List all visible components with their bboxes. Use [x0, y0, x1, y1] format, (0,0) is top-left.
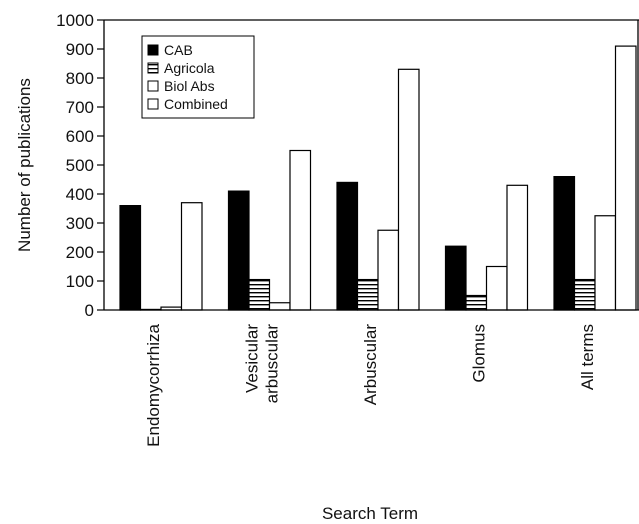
bar-cab	[553, 176, 576, 311]
bar-combined	[180, 202, 203, 311]
y-tick-label: 900	[66, 40, 94, 59]
x-category-label: Endomycorrhiza	[144, 323, 163, 446]
y-tick-label: 300	[66, 214, 94, 233]
y-tick-label: 0	[85, 301, 94, 320]
legend-swatch	[147, 44, 159, 56]
bar-biol-abs	[268, 302, 291, 311]
bar-agricola	[356, 278, 379, 311]
legend-label: Biol Abs	[164, 78, 215, 94]
legend-swatch	[147, 62, 159, 74]
bar-biol-abs	[485, 265, 508, 311]
bar-agricola	[573, 278, 596, 311]
legend-swatch	[147, 98, 159, 110]
bar-combined	[397, 68, 420, 311]
y-tick-label: 100	[66, 272, 94, 291]
x-axis-title: Search Term	[322, 504, 418, 523]
x-category-label-line: Vesicular	[243, 324, 262, 393]
legend-swatch	[147, 80, 159, 92]
y-tick-label: 400	[66, 185, 94, 204]
y-axis-ticks: 0 100 200 300 400 500 600 700 800 900 1000	[56, 11, 104, 320]
y-tick-label: 500	[66, 156, 94, 175]
x-category-label-line: Arbuscular	[361, 324, 380, 406]
x-category-label-line: All terms	[578, 324, 597, 390]
bar-cab	[227, 190, 250, 311]
legend-label: Agricola	[164, 60, 215, 76]
legend-label: CAB	[164, 42, 193, 58]
legend-box	[141, 35, 255, 119]
bar-combined	[289, 149, 312, 311]
x-category-label: Arbuscular	[361, 324, 380, 406]
bar-biol-abs	[594, 215, 617, 311]
y-tick-label: 800	[66, 69, 94, 88]
y-tick-label: 200	[66, 243, 94, 262]
bar-cab	[336, 181, 359, 311]
bar-combined	[506, 184, 529, 311]
bar-agricola	[248, 278, 271, 311]
x-axis-category-labels: Endomycorrhiza Vesicular arbuscular Arbuscu…	[144, 323, 597, 446]
bar-cab	[119, 205, 142, 311]
x-category-label: All terms	[578, 324, 597, 390]
y-tick-label: 600	[66, 127, 94, 146]
x-category-label-line: Glomus	[470, 324, 489, 383]
y-tick-label: 1000	[56, 11, 94, 30]
bar-cab	[444, 245, 467, 311]
y-axis-title: Number of publications	[15, 78, 34, 252]
x-category-label-line: Endomycorrhiza	[144, 323, 163, 446]
bar-agricola	[465, 294, 488, 311]
x-category-label-line: arbuscular	[263, 324, 282, 404]
x-category-label: Vesicular arbuscular	[243, 324, 282, 404]
legend: CAB Agricola Biol Abs Combined	[141, 35, 255, 119]
bar-combined	[614, 45, 637, 311]
x-category-label: Glomus	[470, 324, 489, 383]
y-tick-label: 700	[66, 98, 94, 117]
legend-label: Combined	[164, 96, 228, 112]
bar-biol-abs	[377, 229, 400, 311]
